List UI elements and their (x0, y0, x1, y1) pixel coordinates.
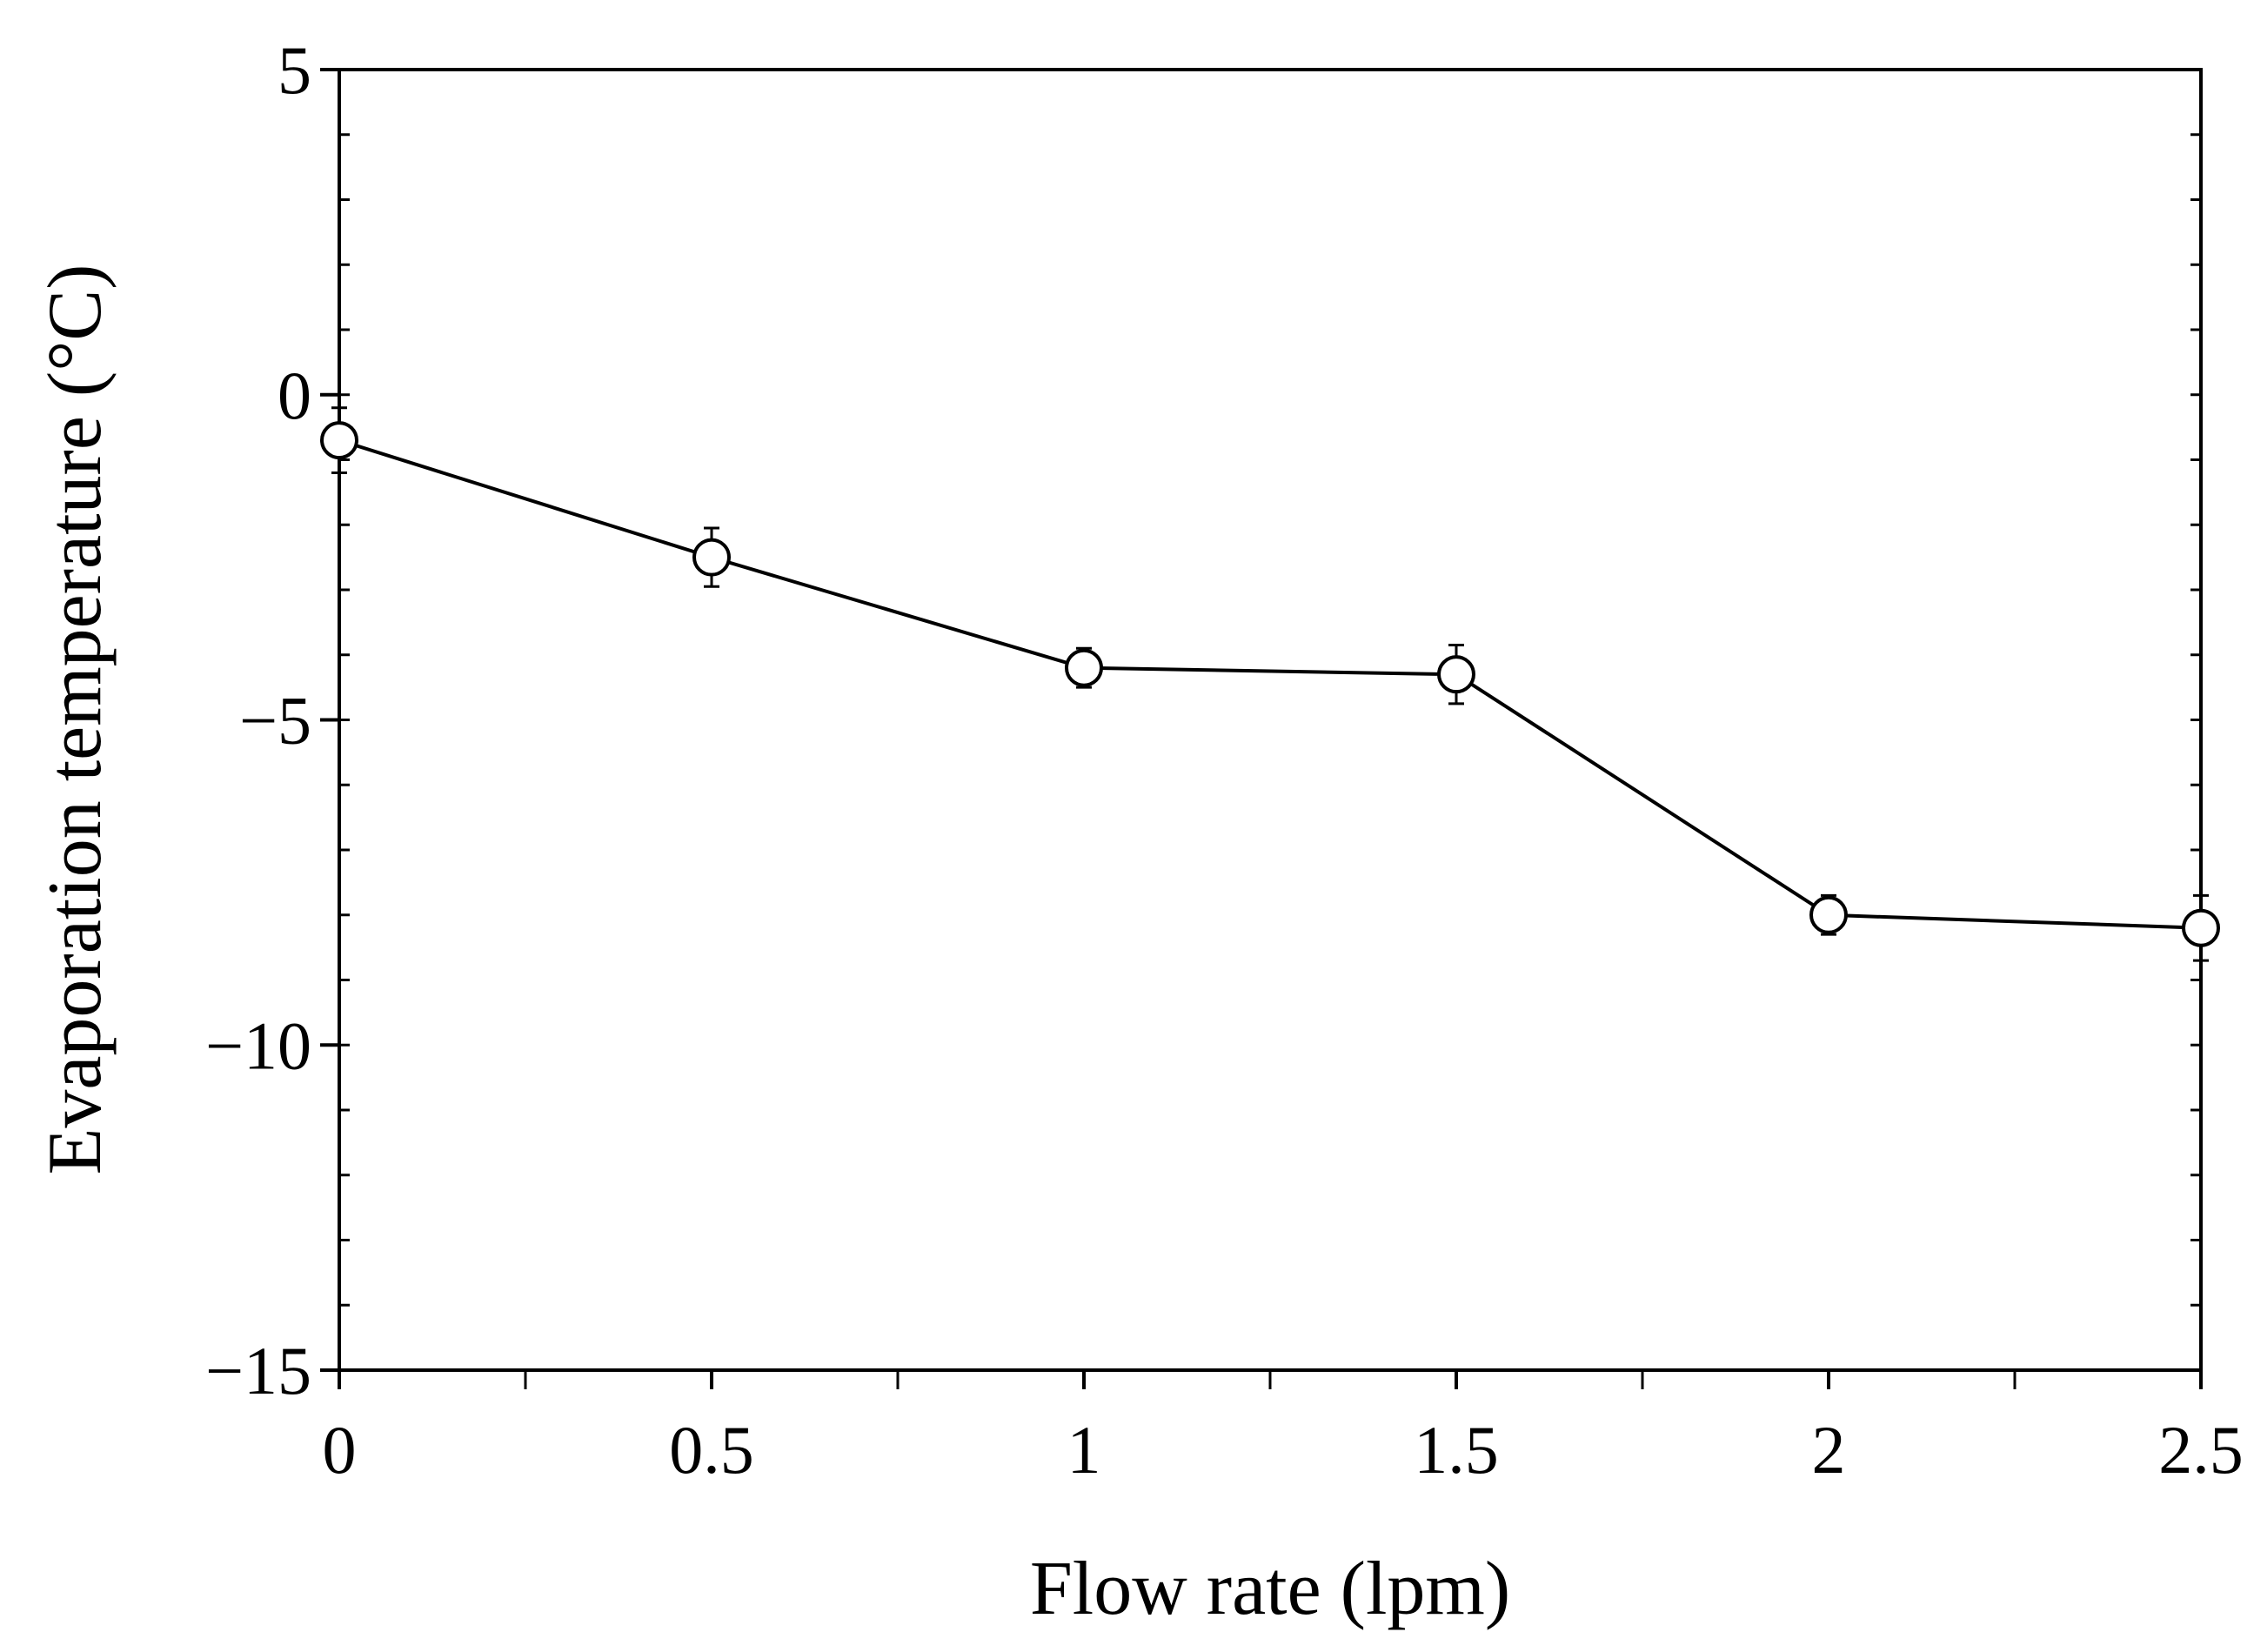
series-line (338, 438, 2202, 930)
x-tick-label: 0 (323, 1412, 357, 1488)
y-tick-label: −10 (205, 1007, 311, 1083)
x-axis-ticks: 0 0.5 1 1.5 2 2.5 (323, 1370, 2244, 1488)
y-tick-label: 0 (278, 358, 311, 433)
y-axis-title: Evaporation temperature (°C) (33, 264, 117, 1175)
x-tick-label: 1.5 (1414, 1412, 1499, 1488)
y-tick-label: −15 (205, 1333, 311, 1408)
x-tick-label: 2 (1812, 1412, 1846, 1488)
data-point (1809, 895, 1848, 934)
x-tick-label: 0.5 (669, 1412, 754, 1488)
data-point (692, 538, 731, 577)
plot-frame (338, 68, 2203, 1372)
x-axis-title: Flow rate (lpm) (1030, 1547, 1510, 1631)
x-tick-label: 1 (1067, 1412, 1101, 1488)
data-point (1065, 648, 1103, 687)
y-tick-label: 5 (278, 32, 311, 108)
y-axis-ticks: 5 0 −5 −10 −15 (205, 32, 2201, 1408)
data-point (1437, 655, 1475, 694)
series-layer (320, 406, 2220, 962)
data-point (320, 421, 358, 460)
x-tick-label: 2.5 (2158, 1412, 2244, 1488)
y-tick-label: −5 (239, 683, 311, 759)
data-point (2182, 908, 2220, 947)
